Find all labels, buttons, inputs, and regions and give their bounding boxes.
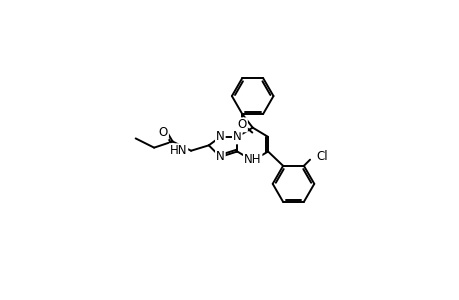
Text: N: N xyxy=(232,130,241,143)
Text: HN: HN xyxy=(169,144,187,157)
Text: Cl: Cl xyxy=(315,150,327,163)
Text: N: N xyxy=(216,150,224,164)
Text: O: O xyxy=(237,118,246,131)
Text: O: O xyxy=(158,126,168,139)
Text: N: N xyxy=(216,130,224,142)
Text: NH: NH xyxy=(243,154,261,166)
